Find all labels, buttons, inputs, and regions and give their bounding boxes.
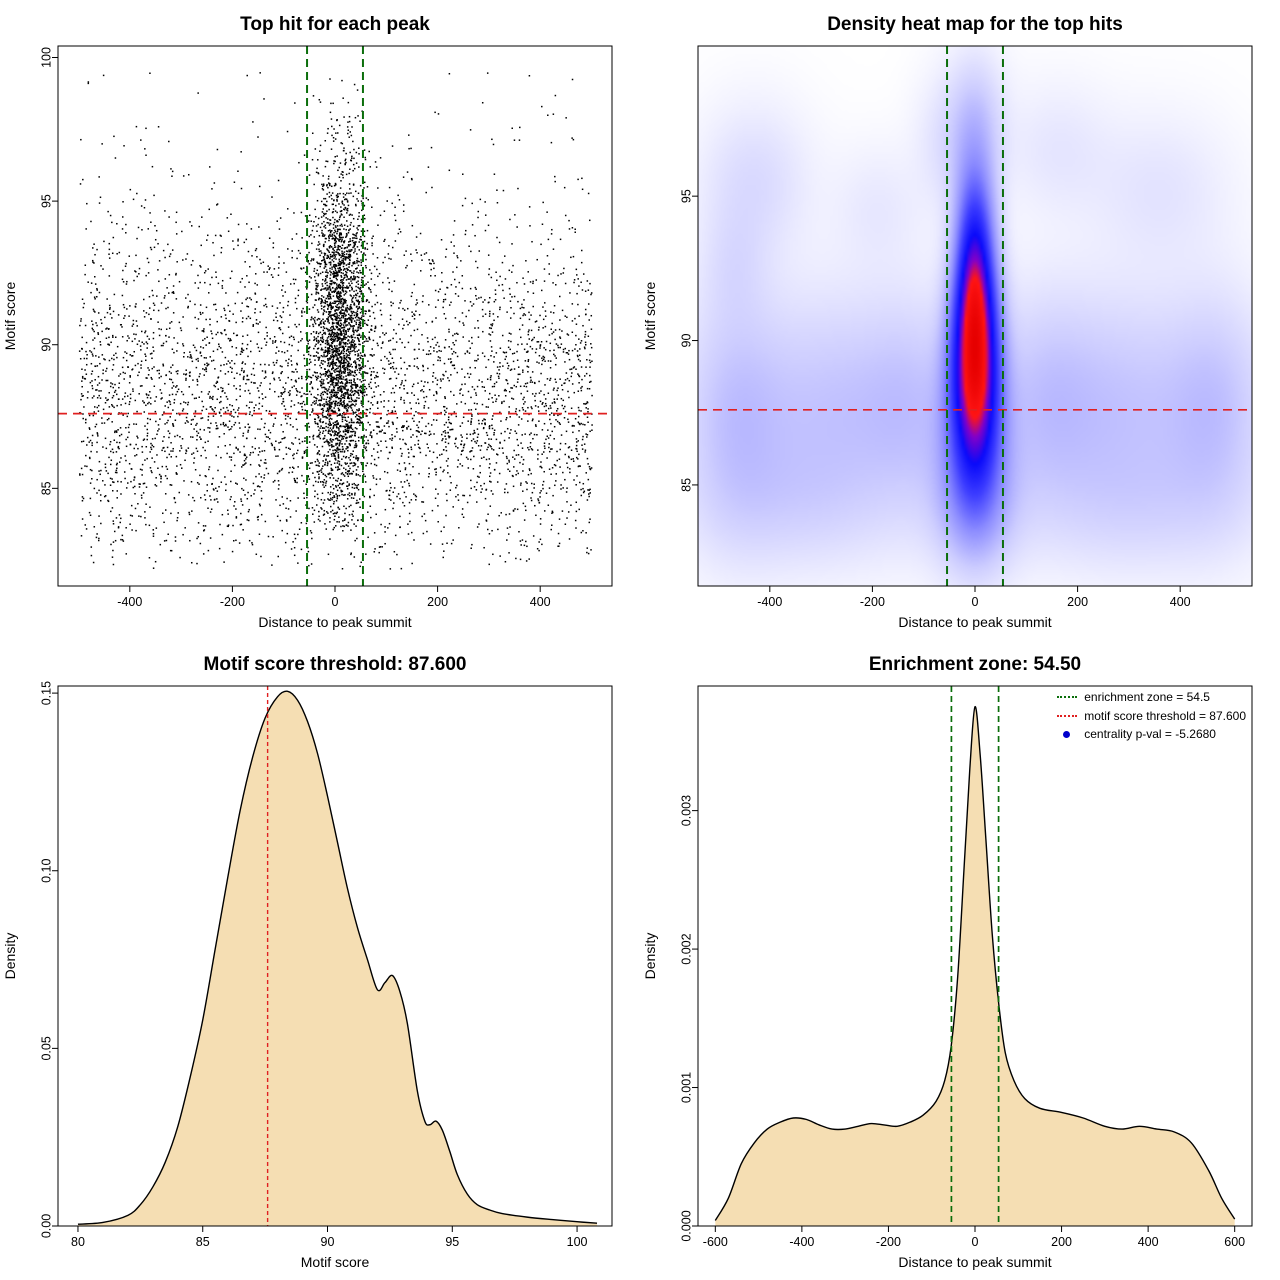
score-density-title: Motif score threshold: 87.600 [203,654,467,675]
legend-row-score-threshold: motif score threshold = 87.600 [1057,707,1246,726]
score-threshold-line-icon [1057,714,1078,717]
scatter-title: Top hit for each peak [240,14,430,35]
centrality-pval-dot-icon [1063,730,1071,738]
distance-density-title: Enrichment zone: 54.50 [868,654,1082,675]
panel-distance-density: Enrichment zone: 54.50 enrichment zone =… [640,640,1280,1280]
legend-label: centrality p-val = -5.2680 [1084,727,1216,742]
legend: enrichment zone = 54.5 motif score thres… [1057,688,1246,744]
score-density-canvas [0,640,640,1280]
distance-density-canvas [640,640,1280,1280]
legend-label: enrichment zone = 54.5 [1084,690,1210,704]
panel-scatter-top-hits: Top hit for each peak [0,0,640,640]
legend-row-enrichment-zone: enrichment zone = 54.5 [1057,688,1246,707]
panel-score-density: Motif score threshold: 87.600 [0,640,640,1280]
heatmap-title: Density heat map for the top hits [827,14,1123,35]
heatmap-canvas [640,0,1280,640]
enrichment-zone-line-icon [1057,696,1078,699]
legend-row-centrality-pval: centrality p-val = -5.2680 [1057,725,1246,744]
panel-density-heatmap: Density heat map for the top hits [640,0,1280,640]
scatter-plot-canvas [0,0,640,640]
legend-label: motif score threshold = 87.600 [1084,708,1246,723]
